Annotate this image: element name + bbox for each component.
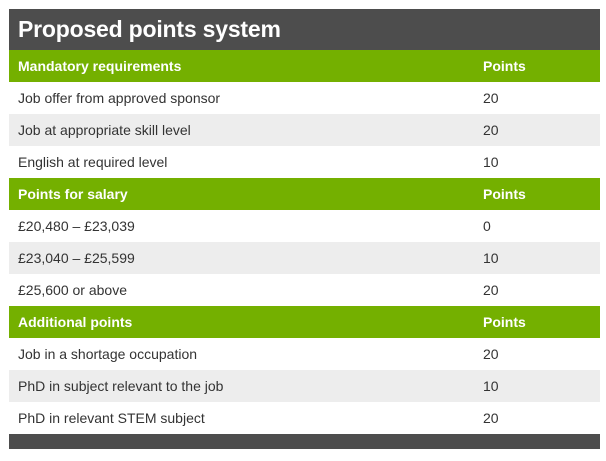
- row-points: 20: [483, 410, 499, 426]
- row-points: 10: [483, 250, 499, 266]
- table-row: PhD in relevant STEM subject 20: [9, 402, 600, 434]
- table-row: PhD in subject relevant to the job 10: [9, 370, 600, 402]
- table-row: £23,040 – £25,599 10: [9, 242, 600, 274]
- row-label: Job in a shortage occupation: [18, 346, 198, 362]
- section-header-label: Points for salary: [18, 186, 128, 202]
- section-header-label: Mandatory requirements: [18, 58, 182, 74]
- row-label: Job at appropriate skill level: [18, 122, 191, 138]
- row-label: £20,480 – £23,039: [18, 218, 135, 234]
- points-table-card: Proposed points system Mandatory require…: [9, 9, 600, 449]
- table-title: Proposed points system: [9, 9, 600, 50]
- row-label: Job offer from approved sponsor: [18, 90, 221, 106]
- table-row: English at required level 10: [9, 146, 600, 178]
- table-row: Job at appropriate skill level 20: [9, 114, 600, 146]
- section-header-salary: Points for salary Points: [9, 178, 600, 210]
- row-points: 20: [483, 122, 499, 138]
- row-label: £23,040 – £25,599: [18, 250, 135, 266]
- section-header-label: Additional points: [18, 314, 133, 330]
- row-points: 20: [483, 90, 499, 106]
- row-points: 0: [483, 218, 491, 234]
- row-points: 10: [483, 154, 499, 170]
- row-points: 10: [483, 378, 499, 394]
- table-row: Job in a shortage occupation 20: [9, 338, 600, 370]
- row-label: English at required level: [18, 154, 168, 170]
- row-points: 20: [483, 346, 499, 362]
- table-row: £20,480 – £23,039 0: [9, 210, 600, 242]
- row-points: 20: [483, 282, 499, 298]
- points-column-header: Points: [483, 314, 526, 330]
- table-row: £25,600 or above 20: [9, 274, 600, 306]
- section-header-mandatory: Mandatory requirements Points: [9, 50, 600, 82]
- row-label: PhD in subject relevant to the job: [18, 378, 224, 394]
- points-column-header: Points: [483, 186, 526, 202]
- points-column-header: Points: [483, 58, 526, 74]
- table-footer-bar: [9, 434, 600, 449]
- table-row: Job offer from approved sponsor 20: [9, 82, 600, 114]
- row-label: £25,600 or above: [18, 282, 127, 298]
- section-header-additional: Additional points Points: [9, 306, 600, 338]
- row-label: PhD in relevant STEM subject: [18, 410, 205, 426]
